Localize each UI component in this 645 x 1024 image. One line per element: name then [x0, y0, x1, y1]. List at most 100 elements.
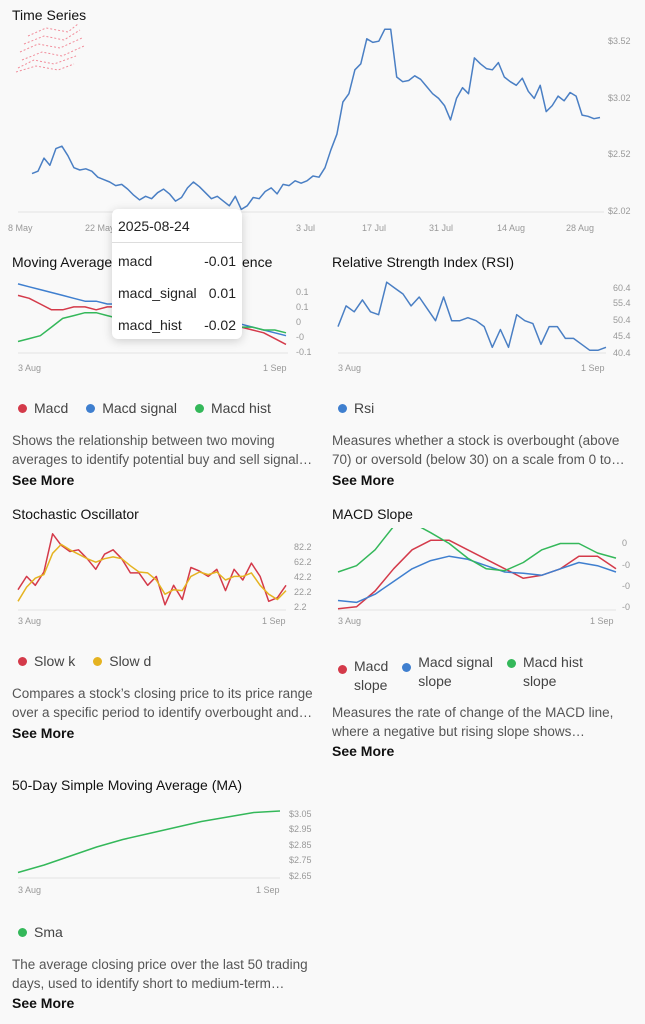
legend-label: Slow k — [34, 653, 76, 669]
y-tick-label: 0.1 — [296, 287, 309, 297]
slow-d-line — [17, 543, 287, 602]
macd-title-tail: ence — [242, 254, 273, 270]
sma-description: The average closing price over the last … — [12, 955, 322, 993]
description-line: The average closing price over the last … — [12, 957, 308, 972]
macd-slope-description: Measures the rate of change of the MACD … — [332, 703, 637, 741]
legend-item-sma[interactable]: Sma — [18, 924, 63, 940]
legend-label-line: slope — [522, 673, 557, 689]
legend-label-line: Macd signal — [418, 654, 493, 670]
y-tick-label: 50.4 — [613, 315, 631, 325]
y-tick-label: 0 — [296, 317, 301, 327]
y-tick-label: 62.2 — [294, 557, 312, 567]
y-tick-label: -0.1 — [296, 347, 312, 357]
slow-k-line — [17, 533, 287, 606]
legend-item-slow-k[interactable]: Slow k — [18, 653, 75, 669]
y-tick-label: 45.4 — [613, 331, 631, 341]
y-tick-label: 60.4 — [613, 283, 631, 293]
y-tick-label: -0 — [296, 332, 304, 342]
tooltip-value: -0.01 — [204, 253, 236, 269]
y-tick-label: $2.02 — [608, 206, 631, 216]
y-tick-label: $2.52 — [608, 149, 631, 159]
description-line: Measures the rate of change of the MACD … — [332, 705, 614, 720]
y-tick-label: -0 — [622, 560, 630, 570]
legend-label: Macd slope — [354, 657, 388, 695]
x-tick-label: 1 Sep — [263, 363, 287, 373]
legend-dot — [194, 404, 204, 413]
macd-legend: Macd Macd signal Macd hist — [18, 400, 271, 416]
macd-see-more-link[interactable]: See More — [12, 472, 75, 488]
x-tick-label: 17 Jul — [362, 223, 386, 233]
x-tick-label: 3 Aug — [338, 616, 361, 626]
x-tick-label: 1 Sep — [262, 616, 286, 626]
legend-item-macd-hist-slope[interactable]: Macd hist slope — [506, 653, 583, 691]
rsi-line — [337, 281, 607, 352]
legend-dot — [18, 404, 27, 413]
x-tick-label: 1 Sep — [256, 885, 280, 895]
x-tick-label: 3 Aug — [18, 885, 41, 895]
description-line: days, used to identify short to medium-t… — [12, 976, 285, 991]
description-line: Compares a stock’s closing price to its … — [12, 686, 313, 701]
x-tick-label: 3 Jul — [296, 223, 315, 233]
tooltip-label: macd_signal — [118, 285, 197, 301]
sma-chart: 3 Aug 1 Sep $3.05 $2.95 $2.85 $2.75 $2.6… — [17, 809, 312, 895]
x-tick-label: 22 May — [85, 223, 115, 233]
y-tick-label: $3.52 — [608, 36, 631, 46]
y-tick-label: 82.2 — [294, 542, 312, 552]
macd-description: Shows the relationship between two movin… — [12, 431, 322, 469]
y-tick-label: -0 — [622, 602, 630, 612]
legend-label-line: Macd — [354, 658, 389, 674]
time-series-line — [31, 28, 601, 211]
x-tick-label: 3 Aug — [18, 616, 41, 626]
tooltip-label: macd — [118, 253, 153, 269]
sma-legend: Sma — [18, 924, 63, 940]
legend-item-macd[interactable]: Macd — [18, 400, 68, 416]
chart-tooltip: 2025-08-24 macd -0.01 macd_signal 0.01 mac… — [112, 209, 242, 339]
y-tick-label: $2.95 — [289, 824, 312, 834]
time-series-title: Time Series — [12, 7, 87, 23]
x-tick-label: 1 Sep — [590, 616, 614, 626]
legend-label: Macd — [34, 400, 69, 416]
y-tick-label: 22.2 — [294, 587, 312, 597]
legend-label: Macd hist — [210, 400, 271, 416]
legend-label: Slow d — [109, 653, 152, 669]
description-line: where a negative but rising slope shows… — [332, 724, 585, 739]
description-line: Shows the relationship between two movin… — [12, 433, 275, 448]
stochastic-chart: 3 Aug 1 Sep 82.2 62.2 42.2 22.2 2.2 — [17, 533, 312, 626]
rsi-title: Relative Strength Index (RSI) — [332, 254, 515, 270]
legend-label-line: slope — [418, 673, 452, 689]
tooltip-row: macd_hist -0.02 — [112, 309, 242, 341]
legend-item-macd-signal-slope[interactable]: Macd signal slope — [402, 653, 493, 691]
legend-item-macd-slope[interactable]: Macd slope — [338, 657, 388, 695]
tooltip-label: macd_hist — [118, 317, 182, 333]
rsi-see-more-link[interactable]: See More — [332, 472, 395, 488]
y-tick-label: $3.05 — [289, 809, 312, 819]
legend-dot — [18, 928, 27, 937]
description-line: 70) or oversold (below 30) on a scale fr… — [332, 452, 625, 467]
y-tick-label: $2.65 — [289, 871, 312, 881]
macd-slope-see-more-link[interactable]: See More — [332, 743, 395, 759]
y-tick-label: 55.4 — [613, 298, 631, 308]
y-tick-label: $2.85 — [289, 840, 312, 850]
legend-label: Rsi — [354, 400, 375, 416]
x-tick-label: 8 May — [8, 223, 33, 233]
legend-item-slow-d[interactable]: Slow d — [93, 653, 151, 669]
macd-slope-title: MACD Slope — [332, 506, 413, 522]
stochastic-see-more-link[interactable]: See More — [12, 725, 75, 741]
tooltip-row: macd -0.01 — [112, 245, 242, 277]
y-tick-label: $3.02 — [608, 93, 631, 103]
legend-item-macd-signal[interactable]: Macd signal — [86, 400, 177, 416]
sma-see-more-link[interactable]: See More — [12, 995, 75, 1011]
x-tick-label: 1 Sep — [581, 363, 605, 373]
macd-slope-chart: 3 Aug 1 Sep 0 -0 -0 -0 — [337, 528, 630, 626]
legend-item-rsi[interactable]: Rsi — [338, 400, 374, 416]
sma-title: 50-Day Simple Moving Average (MA) — [12, 777, 243, 793]
stochastic-description: Compares a stock’s closing price to its … — [12, 684, 322, 722]
rsi-description: Measures whether a stock is overbought (… — [332, 431, 637, 469]
legend-item-macd-hist[interactable]: Macd hist — [194, 400, 271, 416]
description-line: Measures whether a stock is overbought (… — [332, 433, 620, 448]
x-tick-label: 28 Aug — [566, 223, 594, 233]
legend-dot — [338, 404, 347, 413]
y-tick-label: 2.2 — [294, 602, 307, 612]
legend-dot — [506, 659, 516, 668]
macd-title: Moving Average — [12, 254, 113, 270]
